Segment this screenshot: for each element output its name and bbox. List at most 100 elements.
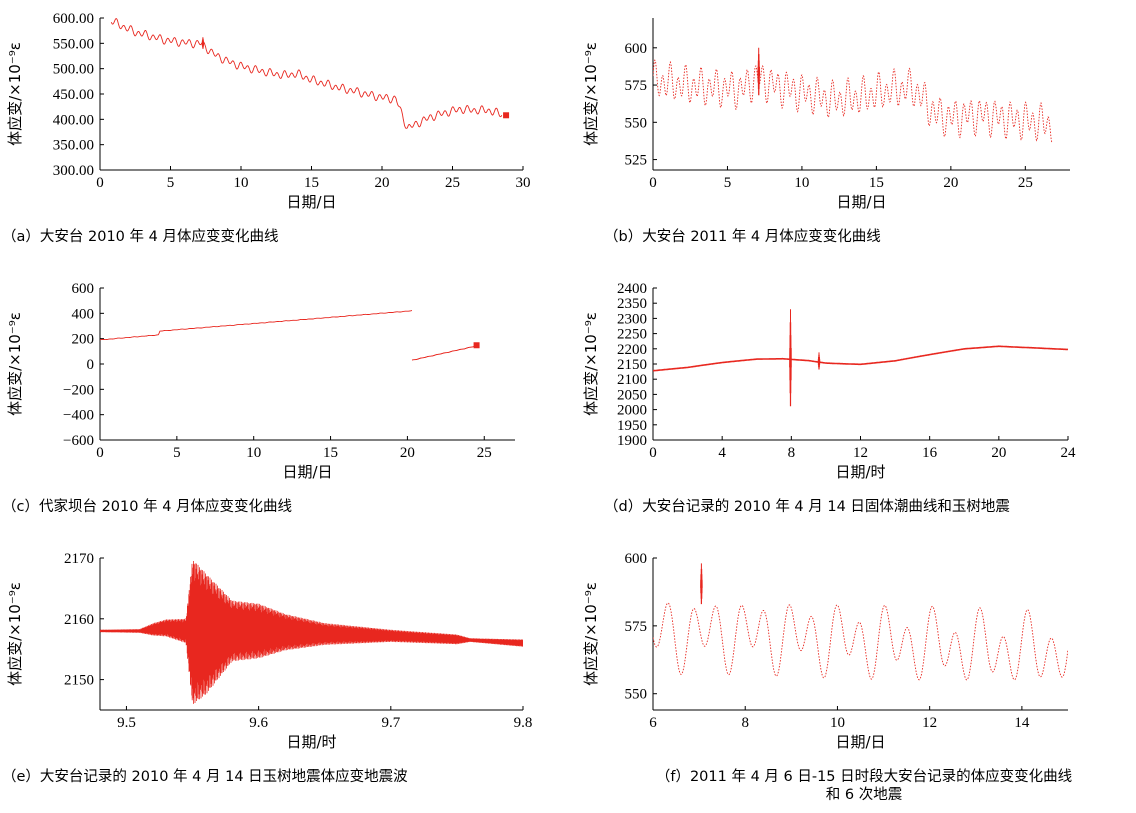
x-tick-label: 20 xyxy=(375,175,390,191)
earthquake-spike-1 xyxy=(817,352,821,370)
y-tick-label: 2100 xyxy=(617,372,647,388)
y-tick-label: 550 xyxy=(625,115,648,131)
y-tick-label: 2000 xyxy=(617,403,647,419)
y-tick-label: 2350 xyxy=(617,296,647,312)
y-tick-label: 200 xyxy=(72,332,95,348)
chart-b: 0 5 10 15 20 25 525 550 575 600 日期/日 体应变/×10⁻⁹ε xyxy=(582,18,1070,211)
x-tick-label: 20 xyxy=(943,175,958,191)
x-tick-label: 10 xyxy=(234,175,249,191)
x-tick-label: 20 xyxy=(991,445,1006,461)
x-tick-label: 10 xyxy=(246,445,261,461)
caption-f: （f）2011 年 4 月 6 日-15 日时段大安台记录的体应变变化曲线 和 … xyxy=(596,768,1132,804)
caption-d: （d）大安台记录的 2010 年 4 月 14 日固体潮曲线和玉树地震 xyxy=(604,499,1010,515)
series-line-0 xyxy=(100,310,412,341)
y-tick-label: 550 xyxy=(625,687,648,703)
y-axis-label: 体应变/×10⁻⁹ε xyxy=(6,42,24,146)
plot-area xyxy=(653,47,1053,143)
y-axis-label: 体应变/×10⁻⁹ε xyxy=(6,312,24,416)
y-tick-label: 2150 xyxy=(617,357,647,373)
x-tick-label: 25 xyxy=(1018,175,1033,191)
series-line-0 xyxy=(653,602,1068,681)
end-marker xyxy=(473,342,480,349)
caption-a: （a）大安台 2010 年 4 月体应变变化曲线 xyxy=(2,229,279,245)
x-tick-label: 0 xyxy=(649,445,657,461)
y-tick-label: 525 xyxy=(625,153,648,169)
series-line-0 xyxy=(653,345,1068,372)
y-tick-label: −200 xyxy=(63,382,94,398)
x-tick-label: 24 xyxy=(1061,445,1077,461)
x-tick-label: 0 xyxy=(649,175,657,191)
y-tick-label: 500.00 xyxy=(53,62,94,78)
plot-area xyxy=(110,18,503,129)
x-axis-label: 日期/日 xyxy=(286,193,336,211)
y-tick-label: 600.00 xyxy=(53,11,94,27)
x-tick-label: 10 xyxy=(830,715,845,731)
y-tick-label: −600 xyxy=(63,433,94,449)
x-axis-label: 日期/时 xyxy=(286,733,336,751)
seismic-wave-line xyxy=(100,560,523,704)
y-tick-label: 300.00 xyxy=(53,163,94,179)
x-axis-label: 日期/日 xyxy=(282,463,332,481)
y-tick-label: 2400 xyxy=(617,281,647,297)
y-tick-label: 2250 xyxy=(617,327,647,343)
y-tick-label: 2160 xyxy=(64,612,94,628)
x-tick-label: 9.5 xyxy=(117,715,136,731)
plot-area xyxy=(653,563,1068,681)
series-line-0 xyxy=(653,59,1053,143)
y-tick-label: 450.00 xyxy=(53,87,94,103)
x-tick-label: 6 xyxy=(649,715,657,731)
chart-c: 0 5 10 15 20 25 −600 −400 −200 0 200 400 600 日期/日 体应变/… xyxy=(6,281,515,481)
earthquake-spike-0 xyxy=(201,37,205,49)
y-axis-label: 体应变/×10⁻⁹ε xyxy=(582,42,600,146)
chart-a: 0 5 10 15 20 25 30 300.00 350.00 400.00 450.00 500.… xyxy=(6,11,531,211)
x-axis-label: 日期/日 xyxy=(836,193,886,211)
y-axis-label: 体应变/×10⁻⁹ε xyxy=(582,312,600,416)
caption-f-line2: 和 6 次地震 xyxy=(825,787,903,803)
x-tick-label: 15 xyxy=(869,175,884,191)
x-tick-label: 0 xyxy=(96,175,104,191)
end-marker xyxy=(503,112,510,119)
x-tick-label: 25 xyxy=(445,175,460,191)
x-tick-label: 15 xyxy=(304,175,319,191)
x-tick-label: 10 xyxy=(794,175,809,191)
x-tick-label: 30 xyxy=(516,175,531,191)
x-tick-label: 9.7 xyxy=(381,715,400,731)
x-tick-label: 16 xyxy=(922,445,938,461)
caption-c: （c）代家坝台 2010 年 4 月体应变变化曲线 xyxy=(2,499,293,515)
y-tick-label: 2150 xyxy=(64,673,94,689)
y-tick-label: −400 xyxy=(63,408,94,424)
x-tick-label: 15 xyxy=(323,445,338,461)
y-tick-label: 575 xyxy=(625,619,648,635)
y-tick-label: 550.00 xyxy=(53,36,94,52)
earthquake-spike-0 xyxy=(700,563,703,605)
caption-b: （b）大安台 2011 年 4 月体应变变化曲线 xyxy=(604,229,881,245)
x-tick-label: 8 xyxy=(788,445,796,461)
x-tick-label: 9.6 xyxy=(249,715,268,731)
x-tick-label: 5 xyxy=(724,175,732,191)
earthquake-spike-0 xyxy=(757,47,761,96)
x-tick-label: 0 xyxy=(96,445,104,461)
y-axis-label: 体应变/×10⁻⁹ε xyxy=(582,582,600,686)
y-tick-label: 1950 xyxy=(617,418,647,434)
x-tick-label: 5 xyxy=(173,445,181,461)
plot-area xyxy=(653,309,1068,407)
x-tick-label: 5 xyxy=(167,175,175,191)
earthquake-spike-0 xyxy=(789,309,792,407)
y-tick-label: 0 xyxy=(87,357,95,373)
x-tick-label: 9.8 xyxy=(514,715,533,731)
y-tick-label: 600 xyxy=(72,281,95,297)
x-tick-label: 25 xyxy=(477,445,492,461)
series-line-0 xyxy=(110,18,503,129)
chart-e: 9.5 9.6 9.7 9.8 2150 2160 2170 日期/时 体应变/×10⁻⁹ε xyxy=(6,551,533,751)
y-tick-label: 1900 xyxy=(617,433,647,449)
x-tick-label: 8 xyxy=(741,715,749,731)
x-tick-label: 12 xyxy=(853,445,868,461)
y-tick-label: 400.00 xyxy=(53,112,94,128)
series-line-1 xyxy=(411,345,476,361)
y-tick-label: 2050 xyxy=(617,387,647,403)
y-tick-label: 600 xyxy=(625,41,648,57)
x-tick-label: 12 xyxy=(922,715,937,731)
caption-e: （e）大安台记录的 2010 年 4 月 14 日玉树地震体应变地震波 xyxy=(2,769,408,785)
y-tick-label: 575 xyxy=(625,78,648,94)
y-tick-label: 350.00 xyxy=(53,138,94,154)
